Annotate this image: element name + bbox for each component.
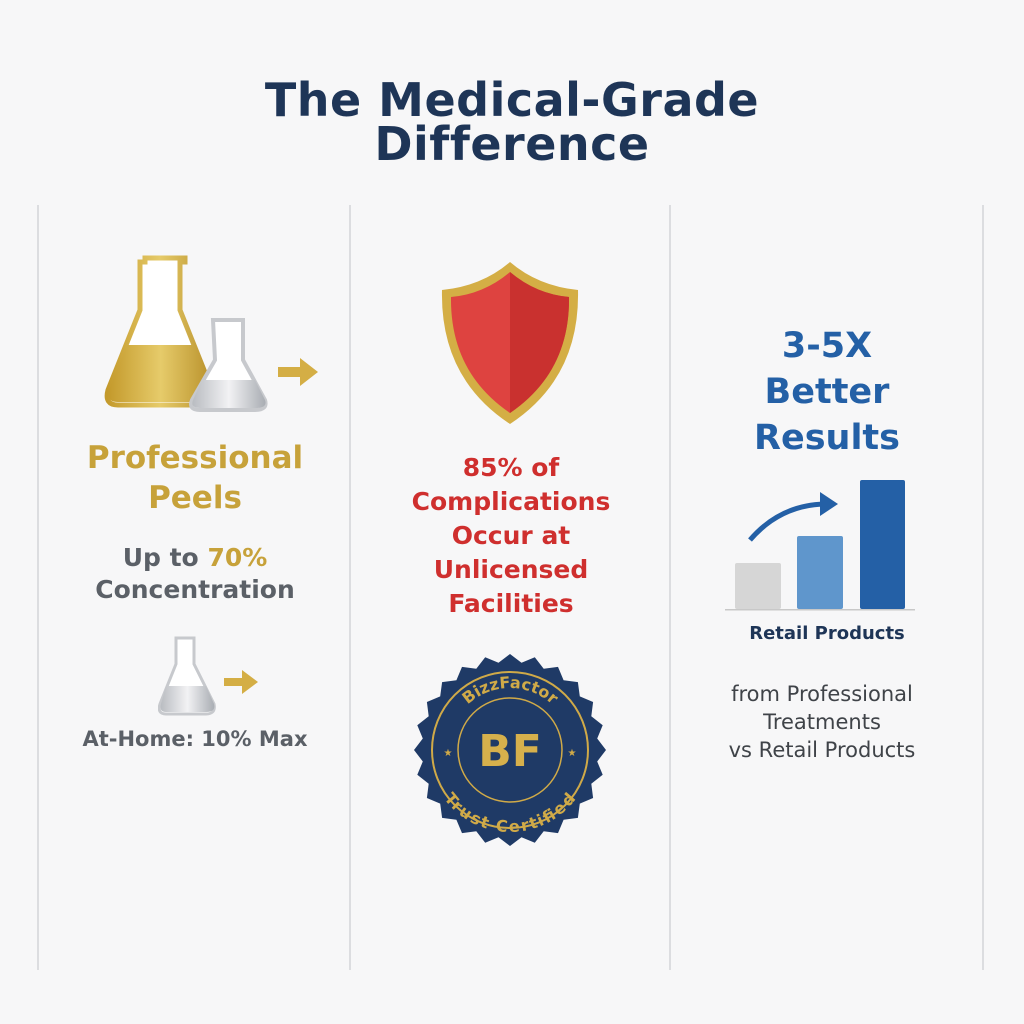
divider (37, 205, 39, 970)
page-title-line2: Difference (374, 117, 650, 171)
caption-line: from Professional (731, 682, 913, 706)
trust-badge-logo: BizzFactor Trust Certified BF ★ ★ (414, 654, 606, 846)
heading-line: Peels (148, 480, 242, 516)
growth-bar-chart-icon (725, 480, 915, 611)
text-line: Unlicensed (433, 555, 589, 584)
conc-label: Concentration (95, 575, 295, 604)
divider (669, 205, 671, 970)
heading-line: Professional (86, 440, 304, 476)
chart-baseline (725, 609, 915, 611)
text-line: Complications (411, 487, 611, 516)
headline-line: Better (764, 372, 890, 412)
conc-value: 70% (207, 543, 268, 572)
caption-line: Treatments (763, 710, 881, 734)
shield-icon (441, 262, 579, 424)
badge-monogram: BF (478, 726, 542, 777)
results-headline: 3-5X Better Results (672, 323, 982, 461)
text-line: Occur at (451, 521, 571, 550)
bar (860, 480, 905, 609)
star-icon: ★ (568, 748, 577, 759)
concentration-text: Up to 70% Concentration (40, 542, 350, 606)
divider (982, 205, 984, 970)
small-flask-icon (158, 636, 258, 716)
concentration-line: Up to 70% (40, 542, 350, 574)
bar (735, 563, 781, 609)
text-line: 85% of (462, 453, 560, 482)
at-home-text: At-Home: 10% Max (82, 727, 308, 751)
caption-line: vs Retail Products (728, 738, 916, 762)
divider (349, 205, 351, 970)
headline-line: Results (754, 418, 900, 458)
flasks-icon (104, 255, 318, 412)
complications-text: 85% of Complications Occur at Unlicensed… (352, 451, 670, 621)
text-line: Facilities (448, 589, 574, 618)
chart-label: Retail Products (749, 623, 905, 644)
bar (797, 536, 843, 609)
conc-prefix: Up to (122, 543, 208, 572)
results-caption: from Professional Treatments vs Retail P… (672, 680, 972, 764)
arrow-icon (820, 492, 838, 516)
headline-line: 3-5X (781, 326, 873, 366)
page-title-line1: The Medical-Grade (264, 73, 760, 127)
star-icon: ★ (444, 748, 453, 759)
professional-peels-heading: Professional Peels (40, 438, 350, 518)
